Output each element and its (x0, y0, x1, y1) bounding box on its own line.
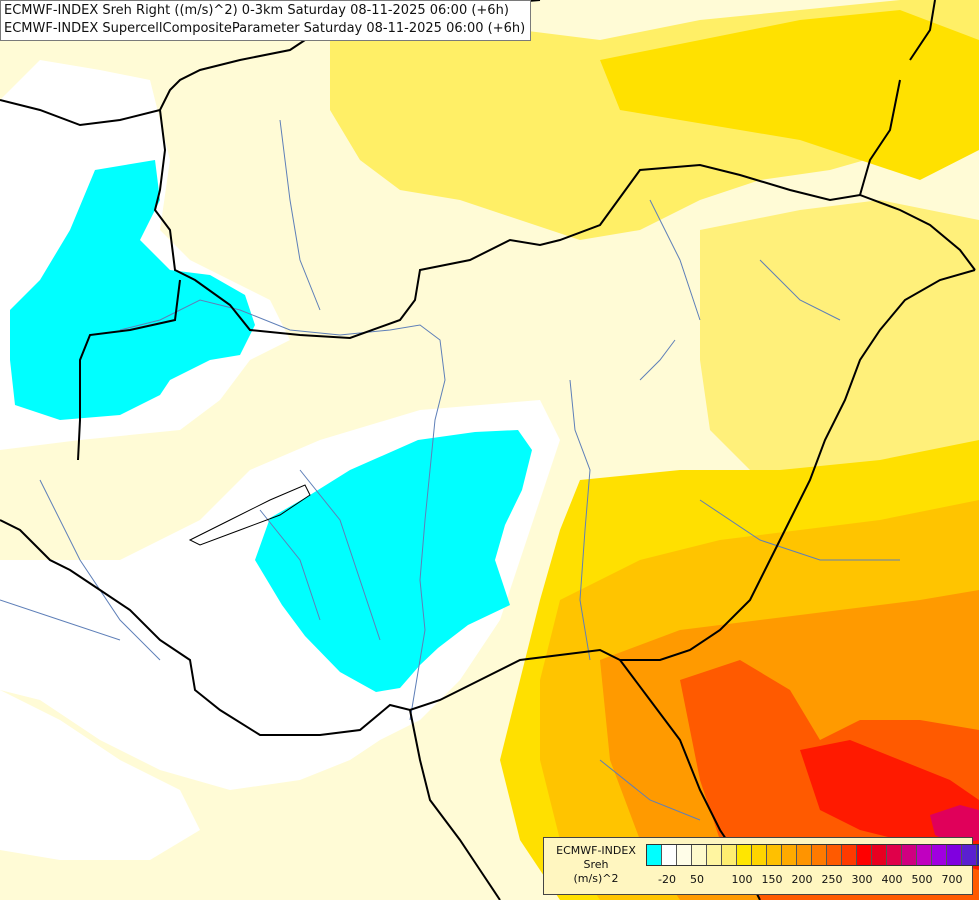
legend-swatch (782, 845, 797, 865)
field-cyan-west (10, 160, 255, 420)
legend-tick-label: 250 (821, 873, 843, 886)
legend-tick-label: 700 (941, 873, 963, 886)
map-title-line-2: ECMWF-INDEX SupercellCompositeParameter … (4, 21, 526, 36)
legend-swatch (842, 845, 857, 865)
field-white-sw (0, 690, 200, 860)
legend-swatch (767, 845, 782, 865)
legend-swatch (872, 845, 887, 865)
legend-swatch (827, 845, 842, 865)
legend-label-line-3: (m/s)^2 (573, 872, 619, 885)
rivers (0, 119, 900, 821)
legend-tick-label: 50 (690, 873, 704, 886)
legend-swatch (917, 845, 932, 865)
legend-tick-label: 300 (851, 873, 873, 886)
legend-swatch (752, 845, 767, 865)
legend-swatch (947, 845, 962, 865)
field-magenta-spot (930, 805, 979, 845)
legend-tick-label: 150 (761, 873, 783, 886)
field-cyan-central (255, 430, 532, 692)
legend-tick-label: 500 (911, 873, 933, 886)
legend-tick-label: -20 (658, 873, 676, 886)
legend-label-line-2: Sreh (583, 858, 609, 871)
legend-swatch (692, 845, 707, 865)
legend-label-line-1: ECMWF-INDEX (556, 844, 636, 857)
legend-swatch (932, 845, 947, 865)
legend-swatch (902, 845, 917, 865)
legend-swatch (677, 845, 692, 865)
legend-swatch (647, 845, 662, 865)
legend-tick-label: 400 (881, 873, 903, 886)
legend-swatch (722, 845, 737, 865)
legend-label: ECMWF-INDEX Sreh (m/s)^2 (548, 844, 644, 886)
legend-swatch (737, 845, 752, 865)
legend-swatch (857, 845, 872, 865)
color-legend: ECMWF-INDEX Sreh (m/s)^2 -20 50 100 150 200 2… (543, 837, 979, 895)
legend-swatch (707, 845, 722, 865)
legend-swatch (662, 845, 677, 865)
legend-swatch (962, 845, 977, 865)
legend-tick-label: 100 (731, 873, 753, 886)
legend-swatch (887, 845, 902, 865)
legend-swatches (646, 844, 979, 866)
map-title-box: ECMWF-INDEX Sreh Right ((m/s)^2) 0-3km S… (0, 0, 532, 41)
legend-swatch (977, 845, 979, 865)
legend-swatch (812, 845, 827, 865)
lake-balaton (188, 484, 311, 546)
legend-swatch (797, 845, 812, 865)
legend-tick-label: 200 (791, 873, 813, 886)
map-title-line-1: ECMWF-INDEX Sreh Right ((m/s)^2) 0-3km S… (4, 3, 509, 18)
